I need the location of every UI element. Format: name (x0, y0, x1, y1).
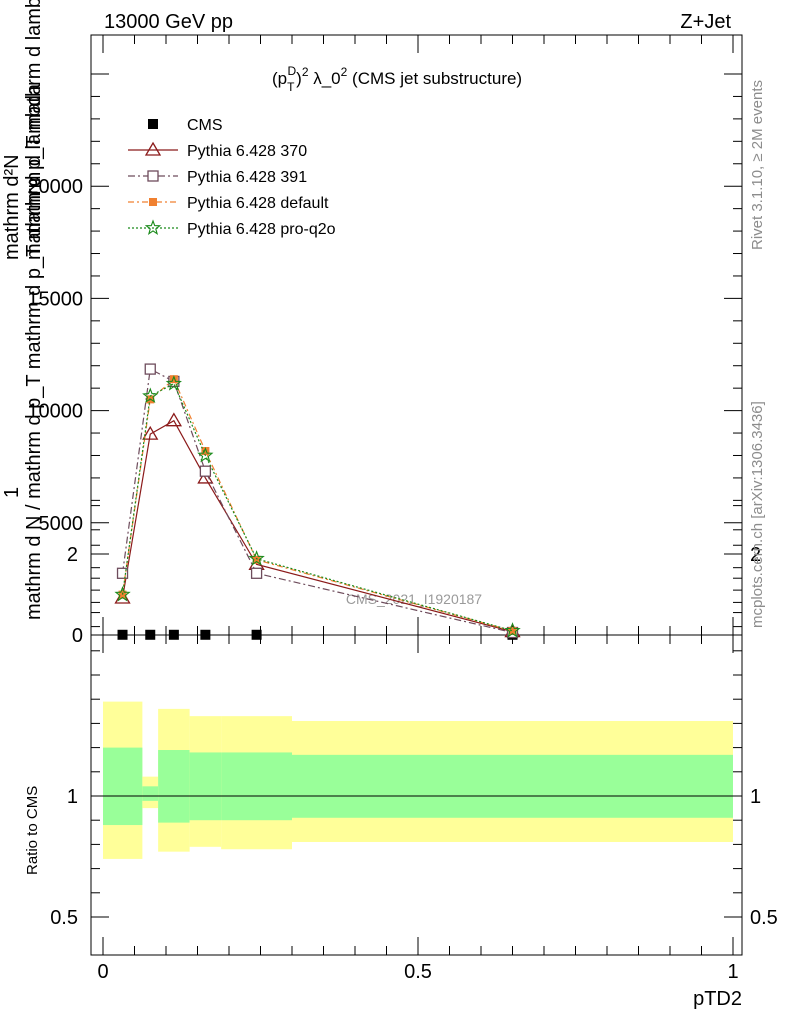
default-marker (169, 375, 178, 384)
y-tick-labels: 0 5000 10000 15000 20000 (27, 176, 83, 647)
ratio-band-inner (189, 752, 222, 821)
pro-q2o-marker (248, 550, 265, 566)
series-line (121, 382, 513, 632)
svg-text:mcplots.cern.ch [arXiv:1306.34: mcplots.cern.ch [arXiv:1306.3436] (749, 401, 766, 628)
y-axis-label-denominator-group: mathrm d p_T mathrm d lambda (23, 0, 45, 260)
y-axis-label-fraction: mathrm d²N (1, 154, 23, 260)
y-axis-label-denominator: mathrm d N / mathrm d p_T mathrm d p_T m… (23, 83, 45, 620)
391-marker (116, 567, 129, 579)
370-marker (165, 412, 183, 427)
x-tick-label: 0 (97, 961, 108, 983)
ratio-band-inner (292, 754, 733, 818)
370-marker (142, 425, 159, 440)
axis-ticks (91, 35, 742, 955)
y-tick-label: 5000 (39, 513, 84, 535)
default-marker (149, 198, 157, 206)
data-series (114, 363, 521, 640)
ratio-tick-labels: 0.5 0.5 1 1 2 2 (50, 544, 778, 929)
ratio-tick-label-right: 0.5 (750, 907, 778, 929)
series-line (121, 419, 513, 633)
series-pythia-6-428-pro-q2o (114, 375, 521, 638)
x-tick-label: 0.5 (404, 961, 432, 983)
y-tick-label: 0 (72, 625, 83, 647)
series-line (121, 368, 513, 634)
370-marker (144, 141, 162, 156)
391-marker (199, 465, 212, 477)
ratio-band-inner (221, 752, 292, 821)
legend-label: Pythia 6.428 pro-q2o (187, 221, 336, 238)
legend-label: Pythia 6.428 default (187, 195, 329, 212)
y-tick-label: 15000 (27, 288, 83, 310)
cms-data-point (200, 629, 211, 640)
legend-label: Pythia 6.428 370 (187, 143, 307, 160)
ratio-uncertainty-bands (103, 701, 733, 859)
mcplots-url-text: mcplots.cern.ch [arXiv:1306.3436] (749, 401, 766, 628)
ratio-panel-frame (90, 634, 743, 956)
legend: CMS Pythia 6.428 370 Pythia 6.428 391 Pythi… (128, 117, 336, 238)
x-tick-label: 1 (727, 961, 738, 983)
y-axis-label: mathrm d N / mathrm d p_T mathrm d p_T m… (23, 83, 45, 620)
energy-label: 13000 GeV pp (104, 11, 233, 33)
legend-label: CMS (187, 117, 223, 134)
pro-q2o-marker (114, 586, 131, 602)
ratio-tick-label-left: 2 (67, 544, 78, 566)
ratio-band-inner (103, 747, 143, 826)
rivet-version-text: Rivet 3.1.10, ≥ 2M events (749, 80, 766, 250)
svg-text:Ratio to CMS: Ratio to CMS (24, 786, 41, 875)
process-label: Z+Jet (680, 11, 731, 33)
default-marker (252, 555, 261, 564)
x-tick-labels: 0 0.5 1 (97, 961, 738, 983)
391-marker (144, 363, 156, 375)
ratio-band-inner (158, 750, 190, 823)
x-axis-label: pTD2 (693, 988, 742, 1010)
svg-text:Rivet 3.1.10, ≥ 2M events: Rivet 3.1.10, ≥ 2M events (749, 80, 766, 250)
y-tick-label: 20000 (27, 176, 83, 198)
y-axis-label-one: 1 (1, 487, 23, 498)
cms-data-point (148, 119, 158, 129)
y-axis-label-denominator-top: mathrm d p_T mathrm d lambda (23, 0, 45, 260)
y-axis-label-numerator: mathrm d²N (1, 154, 23, 260)
legend-label: Pythia 6.428 391 (187, 169, 307, 186)
cms-data-point (168, 629, 179, 640)
ratio-band-inner (142, 786, 159, 801)
analysis-watermark: CMS_2021_I1920187 (346, 591, 482, 607)
pro-q2o-marker (504, 622, 521, 638)
y-axis-label-prefix: 1 (1, 487, 23, 498)
ratio-axis-label: Ratio to CMS (24, 786, 41, 875)
pro-q2o-marker (142, 387, 159, 403)
pro-q2o-marker (144, 219, 162, 235)
cms-data-point (117, 629, 128, 640)
default-marker (201, 446, 210, 455)
pro-q2o-marker (197, 446, 214, 463)
cms-data-point (145, 629, 156, 640)
default-marker (508, 626, 517, 635)
ratio-tick-label-right: 2 (750, 544, 761, 566)
cms-data-point (251, 629, 262, 640)
pro-q2o-marker (165, 375, 182, 391)
ratio-tick-label-right: 1 (750, 786, 761, 808)
ratio-tick-label-left: 0.5 (50, 907, 78, 929)
chart-title: (pTD)2 λ_02 (CMS jet substructure) (272, 64, 522, 94)
391-marker (250, 567, 263, 579)
ratio-tick-label-left: 1 (67, 786, 78, 808)
391-marker (147, 170, 159, 182)
y-tick-label: 10000 (27, 401, 83, 423)
